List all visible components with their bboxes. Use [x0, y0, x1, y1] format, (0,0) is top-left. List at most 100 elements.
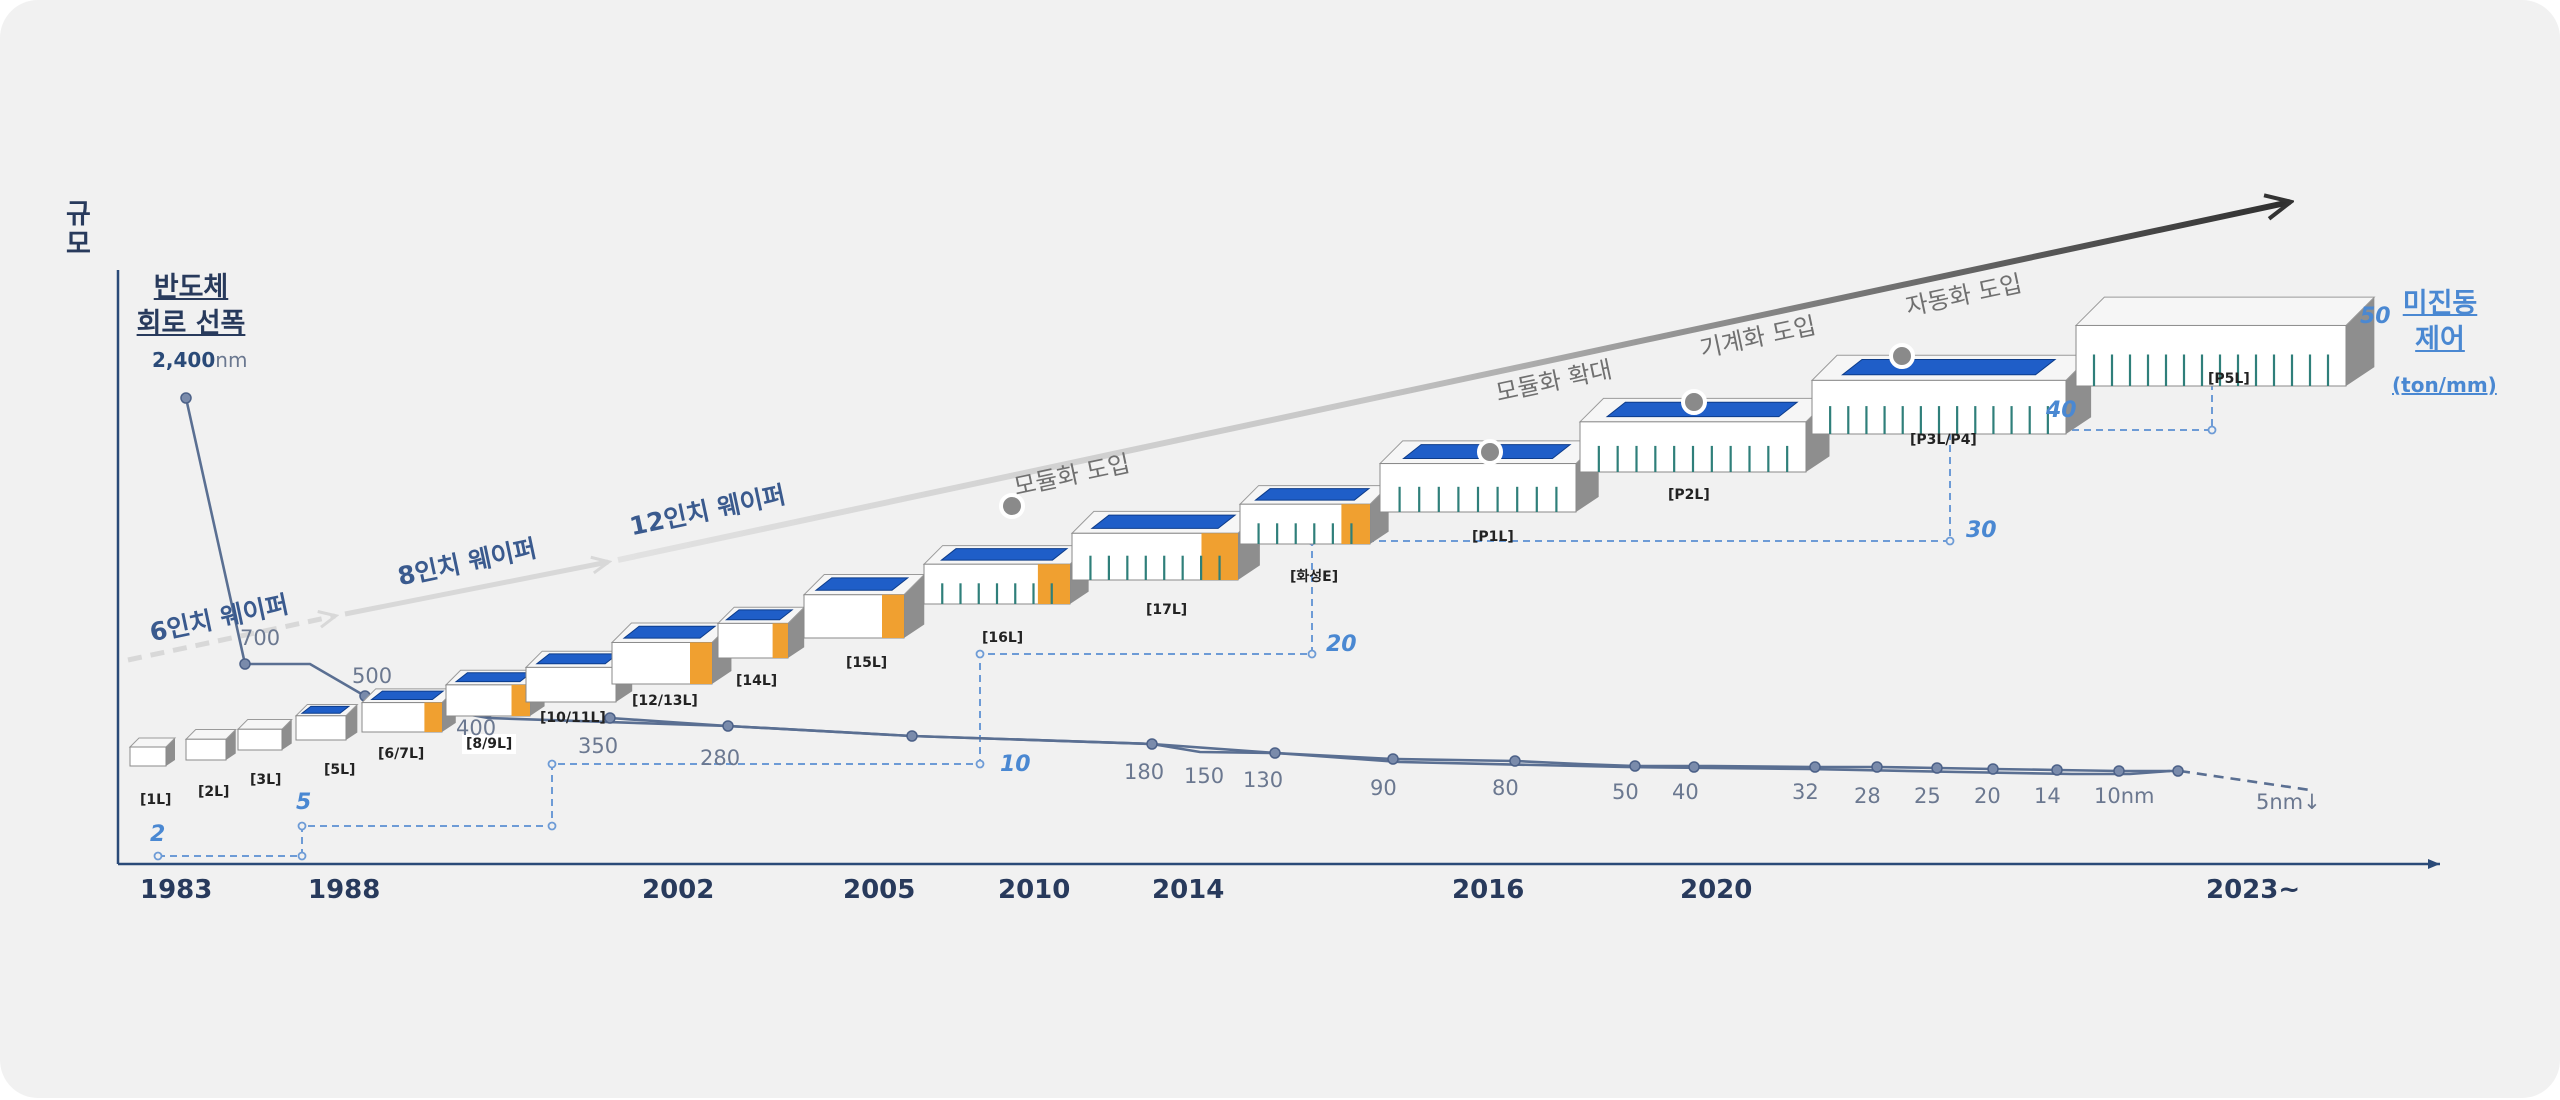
node-marker — [2172, 765, 2184, 777]
node-marker — [1146, 738, 1158, 750]
fab-cleanroom — [300, 705, 351, 714]
node-label: 28 — [1854, 784, 1881, 808]
fab-label: [15L] — [846, 655, 888, 671]
fab-accent — [690, 642, 712, 684]
fab-accent — [772, 623, 788, 658]
vibration-marker — [547, 821, 557, 831]
year-label: 2010 — [998, 875, 1071, 905]
vibration-value: 10 — [1000, 752, 1031, 777]
fab-cleanroom — [814, 577, 910, 591]
fab-label: [16L] — [982, 630, 1024, 646]
fab-accent — [511, 684, 530, 716]
node-label: 50 — [1612, 780, 1639, 804]
fab-cleanroom — [1841, 358, 2057, 376]
stage-marker — [1477, 439, 1503, 465]
vibration-marker — [547, 759, 557, 769]
vibration-marker — [297, 851, 307, 861]
node-marker — [1931, 762, 1943, 774]
node-marker — [1809, 761, 1821, 773]
vibration-value: 40 — [2046, 398, 2077, 423]
node-label: 40 — [1672, 780, 1699, 804]
circuit-width-title-line2: 회로 선폭 — [136, 308, 246, 339]
vibration-control-title-line1: 미진동 — [2402, 288, 2478, 319]
fab-label: [1L] — [140, 792, 172, 808]
fab-cleanroom — [454, 672, 533, 683]
fab-front — [237, 728, 283, 751]
fab-label: [화성E] — [1290, 569, 1339, 585]
fab-roof — [2074, 296, 2376, 326]
fab-label: [17L] — [1146, 602, 1188, 618]
fab-building — [360, 688, 457, 733]
growth-arrow-main — [617, 202, 2290, 563]
node-marker — [1987, 763, 1999, 775]
vibration-control-title-line2: 제어 — [2415, 324, 2465, 355]
fab-cleanroom — [940, 548, 1069, 561]
fab-roof — [236, 719, 293, 730]
node-label: 10nm — [2094, 784, 2155, 808]
year-label: 2020 — [1680, 875, 1753, 905]
fab-label: [P3L/P4] — [1910, 432, 1977, 448]
vibration-control-title: 미진동 제어 — [2380, 286, 2500, 358]
node-marker — [1871, 761, 1883, 773]
fab-building — [184, 729, 237, 761]
fab-building — [128, 737, 177, 767]
fab-building — [802, 574, 926, 639]
node-label: 280 — [700, 746, 741, 770]
year-label: 2014 — [1152, 875, 1225, 905]
growth-arrow-8inch — [344, 562, 608, 617]
vibration-marker — [153, 851, 163, 861]
stage-marker — [1681, 389, 1707, 415]
vibration-marker — [1945, 536, 1955, 546]
circuit-width-initial-unit: nm — [215, 348, 248, 372]
year-label: 2002 — [642, 875, 715, 905]
node-line — [609, 716, 2178, 773]
fab-front — [185, 738, 227, 761]
node-marker — [1387, 753, 1399, 765]
fab-front — [525, 666, 617, 703]
node-label: 180 — [1124, 760, 1165, 784]
vibration-control-unit: (ton/mm) — [2392, 373, 2497, 397]
node-marker — [1629, 760, 1641, 772]
fab-front — [2075, 324, 2347, 387]
node-marker — [180, 392, 192, 404]
node-marker — [906, 730, 918, 742]
year-label: 1988 — [308, 875, 381, 905]
circuit-width-title-line1: 반도체 — [153, 272, 229, 303]
fab-buildings — [128, 296, 2376, 767]
fab-cleanroom — [1090, 514, 1237, 529]
fab-accent — [1037, 564, 1070, 604]
fab-label: [5L] — [324, 762, 356, 778]
fab-label: [P5L] — [2208, 371, 2250, 387]
vibration-value: 2 — [150, 822, 166, 847]
fab-label: [8/9L] — [462, 734, 517, 754]
node-marker — [2051, 764, 2063, 776]
node-label: 400 — [456, 716, 497, 740]
node-label: 32 — [1792, 780, 1819, 804]
fab-building — [1810, 354, 2093, 435]
fab-label: [3L] — [250, 772, 282, 788]
fab-building — [524, 650, 634, 703]
fab-label: [P2L] — [1668, 487, 1710, 503]
node-marker — [1509, 755, 1521, 767]
vibration-marker — [1307, 649, 1317, 659]
circuit-width-initial-value: 2,400 — [152, 348, 216, 372]
node-marker — [239, 658, 251, 670]
fab-cleanroom — [370, 690, 445, 701]
vibration-marker — [2207, 425, 2217, 435]
vibration-marker — [975, 649, 985, 659]
vibration-value: 50 — [2360, 304, 2391, 329]
node-label: 90 — [1370, 776, 1397, 800]
node-marker — [722, 720, 734, 732]
node-label: 5nm↓ — [2256, 790, 2321, 814]
vibration-value: 5 — [296, 790, 312, 815]
fab-building — [610, 622, 733, 685]
node-label: 700 — [240, 626, 281, 650]
node-label: 80 — [1492, 776, 1519, 800]
fab-shadow — [2346, 297, 2375, 386]
fab-building — [716, 606, 806, 659]
node-marker — [1688, 761, 1700, 773]
fab-building — [294, 703, 359, 741]
